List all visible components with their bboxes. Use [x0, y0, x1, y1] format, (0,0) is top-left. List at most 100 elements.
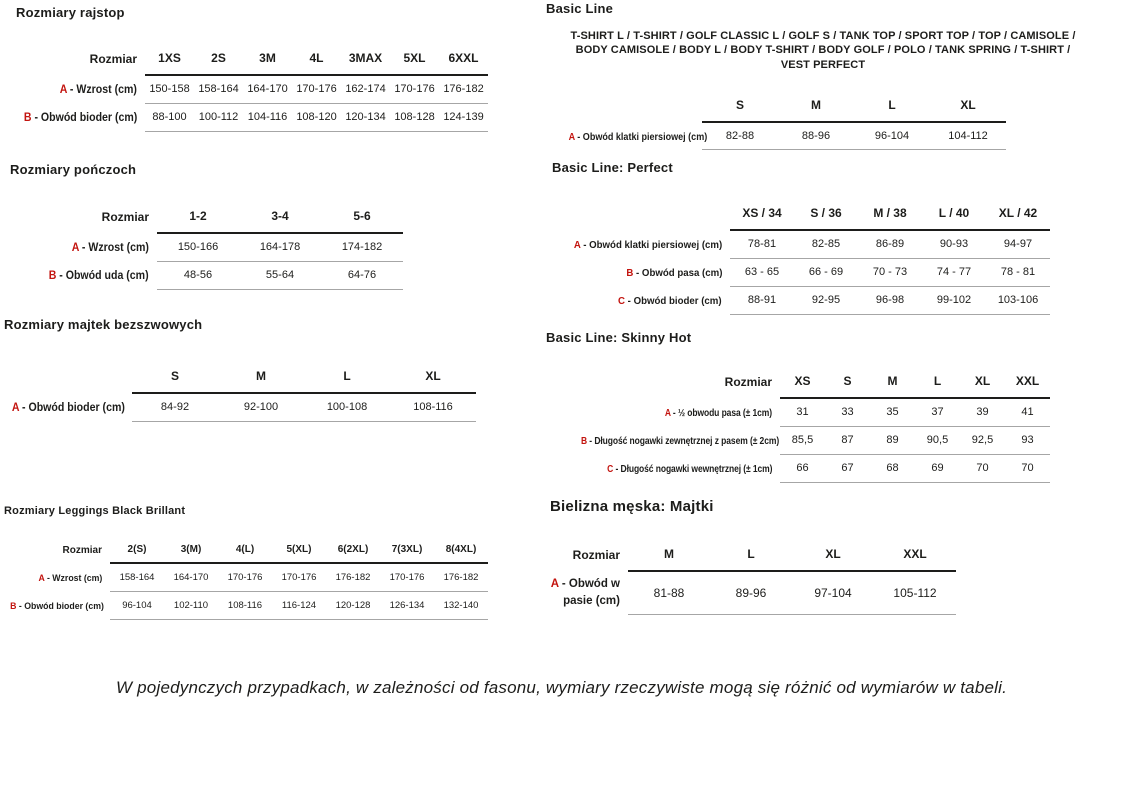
- cell-value: 89: [870, 426, 915, 455]
- cell-value: 35: [870, 398, 915, 427]
- disclaimer-note: W pojedynczych przypadkach, w zależności…: [115, 678, 1008, 697]
- row-label-text: - Obwód uda (cm): [56, 270, 149, 282]
- table-corner-label: [552, 202, 730, 230]
- row-letter: C: [618, 295, 626, 307]
- cell-value: 164-170: [243, 75, 292, 104]
- section-title: Bielizna męska: Majtki: [550, 498, 714, 515]
- column-header: 1-2: [157, 205, 239, 234]
- cell-value: 120-128: [326, 591, 380, 620]
- table-row: A - Obwód w pasie (cm) 81-88 89-96 97-104 10…: [550, 571, 956, 615]
- table-row: B - Długość nogawki zewnętrznej z pasem …: [546, 426, 1050, 455]
- cell-value: 100-112: [194, 103, 243, 132]
- section-rozmiary-majtek-bezszwowych: Rozmiary majtek bezszwowych S M L XL A - Obw…: [2, 317, 476, 422]
- cell-value: 55-64: [239, 261, 321, 290]
- header-row: Rozmiar 1XS 2S 3M 4L 3MAX 5XL 6XXL: [2, 47, 488, 76]
- row-label-text: - Obwód w pasie (cm): [558, 578, 620, 607]
- row-letter: C: [606, 464, 613, 475]
- row-label-wrap: C - Obwód bioder (cm): [618, 295, 722, 307]
- cell-value: 164-170: [164, 563, 218, 592]
- row-label-wrap: B - Obwód uda (cm): [49, 270, 149, 282]
- column-header: L: [304, 365, 390, 394]
- cell-value: 89-96: [710, 571, 792, 615]
- table-row: B - Obwód pasa (cm) 63 - 65 66 - 69 70 - 73…: [552, 258, 1050, 287]
- cell-value: 104-112: [930, 121, 1006, 151]
- cell-value: 78-81: [730, 230, 794, 259]
- header-row: S M L XL: [2, 365, 476, 394]
- section-bielizna-meska-majtki: Bielizna męska: Majtki Rozmiar M L XL XXL A -…: [550, 498, 956, 615]
- row-label: C - Długość nogawki wewnętrznej (± 1cm): [546, 454, 780, 482]
- section-rozmiary-ponczoch: Rozmiary pończoch Rozmiar 1-2 3-4 5-6 A - Wz…: [2, 162, 403, 290]
- cell-value: 31: [780, 398, 825, 427]
- row-label-text: - Wzrost (cm): [79, 242, 149, 254]
- cell-value: 74 - 77: [922, 258, 986, 287]
- cell-value: 164-178: [239, 233, 321, 262]
- section-title: Rozmiary rajstop: [16, 5, 125, 20]
- cell-value: 124-139: [439, 103, 488, 132]
- row-letter: B: [625, 267, 633, 279]
- size-table-ponczochy: Rozmiar 1-2 3-4 5-6 A - Wzrost (cm) 150-166 16…: [2, 205, 403, 290]
- cell-value: 170-176: [218, 563, 272, 592]
- column-header: XL: [960, 370, 1005, 399]
- cell-value: 78 - 81: [986, 258, 1050, 287]
- cell-value: 104-116: [243, 103, 292, 132]
- column-header: 2(S): [110, 540, 164, 564]
- row-label: B - Obwód bioder (cm): [2, 591, 110, 619]
- table-row: A - ½ obwodu pasa (± 1cm) 31 33 35 37 39 41: [546, 398, 1050, 427]
- row-label-text: - Obwód bioder (cm): [16, 601, 104, 612]
- cell-value: 108-116: [218, 591, 272, 620]
- table-row: C - Obwód bioder (cm) 88-91 92-95 96-98 99-1…: [552, 286, 1050, 315]
- column-header: M: [218, 365, 304, 394]
- cell-value: 170-176: [390, 75, 439, 104]
- row-label: A - Obwód klatki piersiowej (cm): [546, 122, 708, 150]
- column-header: 4L: [292, 47, 341, 76]
- section-basic-line-perfect: Basic Line: Perfect XS / 34 S / 36 M / 38 L…: [552, 160, 1050, 315]
- row-letter: A: [550, 578, 559, 590]
- column-header: M: [778, 93, 854, 123]
- cell-value: 170-176: [380, 563, 434, 592]
- column-header: XS: [780, 370, 825, 399]
- table-corner-label: [546, 94, 702, 122]
- column-header: XXL: [1005, 370, 1050, 399]
- column-header: 7(3XL): [380, 540, 434, 564]
- cell-value: 176-182: [434, 563, 488, 592]
- cell-value: 99-102: [922, 286, 986, 315]
- column-header: S / 36: [794, 202, 858, 231]
- cell-value: 170-176: [292, 75, 341, 104]
- cell-value: 158-164: [110, 563, 164, 592]
- row-label: A - Wzrost (cm): [2, 563, 110, 591]
- cell-value: 96-98: [858, 286, 922, 315]
- product-list-subtitle: T-SHIRT L / T-SHIRT / GOLF CLASSIC L / G…: [570, 30, 1076, 71]
- column-header: XL: [390, 365, 476, 394]
- column-header: S: [132, 365, 218, 394]
- row-label-wrap: B - Obwód pasa (cm): [626, 267, 722, 279]
- table-row: A - Obwód klatki piersiowej (cm) 82-88 88-…: [546, 121, 1006, 151]
- column-header: M: [870, 370, 915, 399]
- row-label-wrap: A - ½ obwodu pasa (± 1cm): [665, 408, 772, 419]
- row-label: A - Wzrost (cm): [2, 233, 157, 261]
- column-header: L: [915, 370, 960, 399]
- table-row: A - Obwód klatki piersiowej (cm) 78-81 82-…: [552, 230, 1050, 259]
- header-row: Rozmiar M L XL XXL: [550, 543, 956, 572]
- cell-value: 84-92: [132, 393, 218, 422]
- column-header: 5-6: [321, 205, 403, 234]
- section-rozmiary-leggings-black-brillant: Rozmiary Leggings Black Brillant Rozmiar…: [2, 505, 488, 620]
- column-header: 4(L): [218, 540, 272, 564]
- cell-value: 93: [1005, 426, 1050, 455]
- row-label-text: - Obwód pasa (cm): [632, 267, 722, 279]
- column-header: M / 38: [858, 202, 922, 231]
- table-row: B - Obwód bioder (cm) 88-100 100-112 104-11…: [2, 103, 488, 132]
- table-corner-label: [2, 365, 132, 393]
- column-header: XS / 34: [730, 202, 794, 231]
- row-letter: B: [49, 270, 57, 282]
- column-header: 3-4: [239, 205, 321, 234]
- table-row: A - Wzrost (cm) 150-158 158-164 164-170 170-…: [2, 75, 488, 104]
- row-label-wrap: A - Wzrost (cm): [38, 573, 102, 584]
- cell-value: 150-158: [145, 75, 194, 104]
- row-letter: B: [580, 436, 588, 447]
- cell-value: 68: [870, 454, 915, 483]
- column-header: S: [825, 370, 870, 399]
- cell-value: 92-95: [794, 286, 858, 315]
- column-header: 3MAX: [341, 47, 390, 76]
- row-letter: B: [23, 112, 32, 124]
